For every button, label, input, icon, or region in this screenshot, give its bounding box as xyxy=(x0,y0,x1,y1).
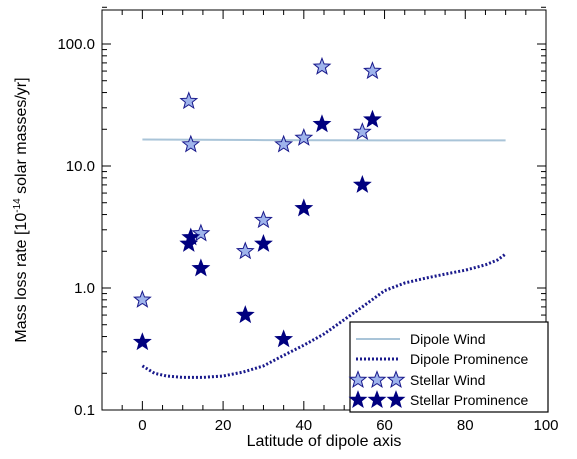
x-tick-label: 40 xyxy=(295,417,312,434)
x-tick-label: 80 xyxy=(457,417,474,434)
legend-stellar-prominence-swatch xyxy=(367,390,387,409)
stellar-prominence-point xyxy=(352,174,372,193)
tick-labels: 0 20 40 60 80 100 0.1 1.0 10.0 100.0 xyxy=(57,36,558,434)
legend-items: Dipole Wind Dipole Prominence Stellar Wind… xyxy=(348,331,528,409)
stellar-wind-point xyxy=(132,289,152,308)
stellar-prominence-point xyxy=(132,332,152,351)
stellar-prominence-point xyxy=(254,233,273,252)
legend-stellar-wind-label: Stellar Wind xyxy=(410,372,485,388)
legend-stellar-wind-swatch xyxy=(348,370,368,389)
stellar-wind-point xyxy=(312,56,332,75)
stellar-prominence-point xyxy=(274,329,294,348)
stellar-wind-point xyxy=(363,61,382,80)
y-axis-title-superscript: -14 xyxy=(12,198,23,213)
legend-stellar-wind-swatch xyxy=(386,370,406,389)
series-layer xyxy=(132,56,507,379)
x-tick-label: 100 xyxy=(533,417,558,434)
legend-stellar-prominence-label: Stellar Prominence xyxy=(410,392,528,408)
legend: Dipole Wind Dipole Prominence Stellar Wind… xyxy=(348,321,549,413)
y-axis-title-rest: solar masses/yr] xyxy=(13,77,30,198)
stellar-wind-point xyxy=(235,241,255,260)
stellar-wind-point xyxy=(254,210,273,229)
y-tick-label: 10.0 xyxy=(66,158,95,175)
legend-dipole-wind-label: Dipole Wind xyxy=(410,331,485,347)
stellar-wind-point xyxy=(181,134,201,153)
dipole-prominence-line xyxy=(141,252,507,379)
legend-stellar-prominence-swatch xyxy=(348,390,368,409)
x-axis-title: Latitude of dipole axis xyxy=(247,433,402,450)
stellar-wind-point xyxy=(294,127,314,146)
stellar-wind-point xyxy=(191,223,211,242)
stellar-prominence-point xyxy=(294,198,314,217)
x-tick-label: 0 xyxy=(138,417,146,434)
y-tick-label: 0.1 xyxy=(74,402,95,419)
y-tick-label: 100.0 xyxy=(57,36,95,53)
stellar-wind-point xyxy=(352,122,372,141)
stellar-prominence-point xyxy=(235,305,255,324)
legend-stellar-prominence-swatch xyxy=(386,390,406,409)
stellar-wind-point xyxy=(274,134,294,153)
y-axis-title: Mass loss rate [10-14 solar masses/yr] xyxy=(12,77,30,342)
stellar-wind-point xyxy=(179,91,199,110)
stellar-prominence-point xyxy=(181,227,201,246)
legend-stellar-wind-swatch xyxy=(367,370,387,389)
y-tick-label: 1.0 xyxy=(74,280,95,297)
legend-dipole-prominence-label: Dipole Prominence xyxy=(410,351,528,367)
dipole-wind-line xyxy=(142,138,506,142)
x-tick-label: 60 xyxy=(376,417,393,434)
stellar-prominence-point xyxy=(312,114,332,133)
stellar-prominence-point xyxy=(191,258,211,277)
stellar-prominence-point xyxy=(363,109,382,128)
x-tick-label: 20 xyxy=(215,417,232,434)
y-axis-title-main: Mass loss rate [10 xyxy=(13,213,30,343)
